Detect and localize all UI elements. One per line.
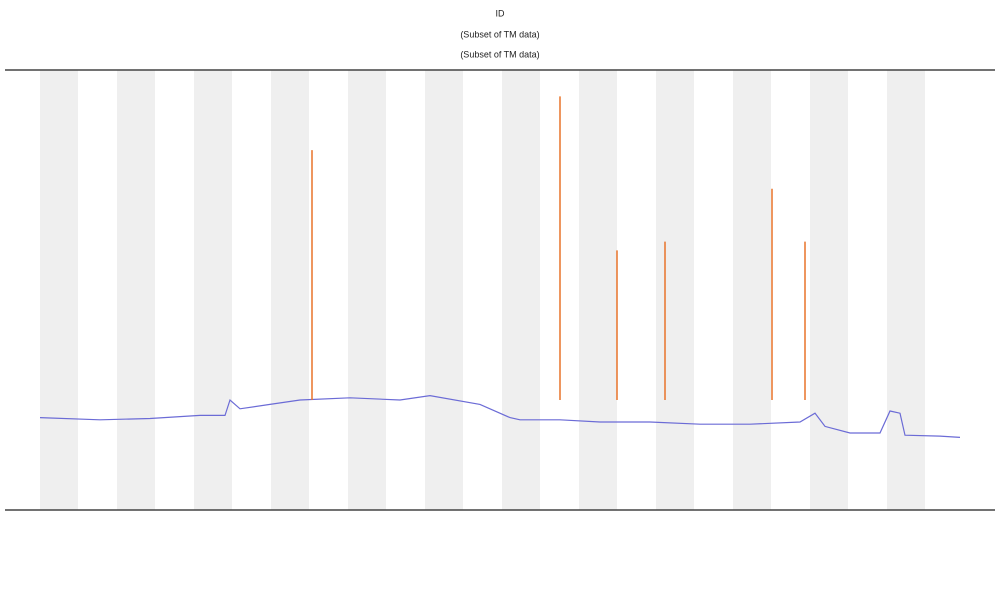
band	[348, 70, 386, 510]
band	[656, 70, 694, 510]
band	[194, 70, 232, 510]
chart-subtitle: (Subset of TM data)	[460, 29, 539, 39]
band	[733, 70, 771, 510]
band	[117, 70, 155, 510]
chart-subtitle: (Subset of TM data)	[460, 49, 539, 59]
chart-title: ID	[496, 8, 506, 18]
band	[502, 70, 540, 510]
band	[579, 70, 617, 510]
band	[40, 70, 78, 510]
background-bands	[40, 70, 925, 510]
band	[887, 70, 925, 510]
band	[810, 70, 848, 510]
band	[425, 70, 463, 510]
line	[39, 394, 961, 438]
band	[271, 70, 309, 510]
